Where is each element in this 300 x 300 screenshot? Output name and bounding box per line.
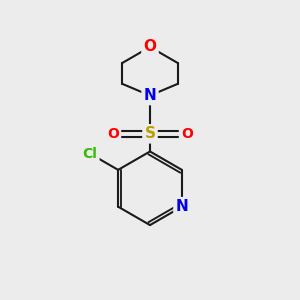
Text: Cl: Cl xyxy=(82,147,98,161)
Text: O: O xyxy=(143,39,157,54)
Text: O: O xyxy=(107,127,119,141)
Text: S: S xyxy=(145,126,155,141)
Text: N: N xyxy=(144,88,156,103)
Text: N: N xyxy=(176,199,188,214)
Text: O: O xyxy=(181,127,193,141)
